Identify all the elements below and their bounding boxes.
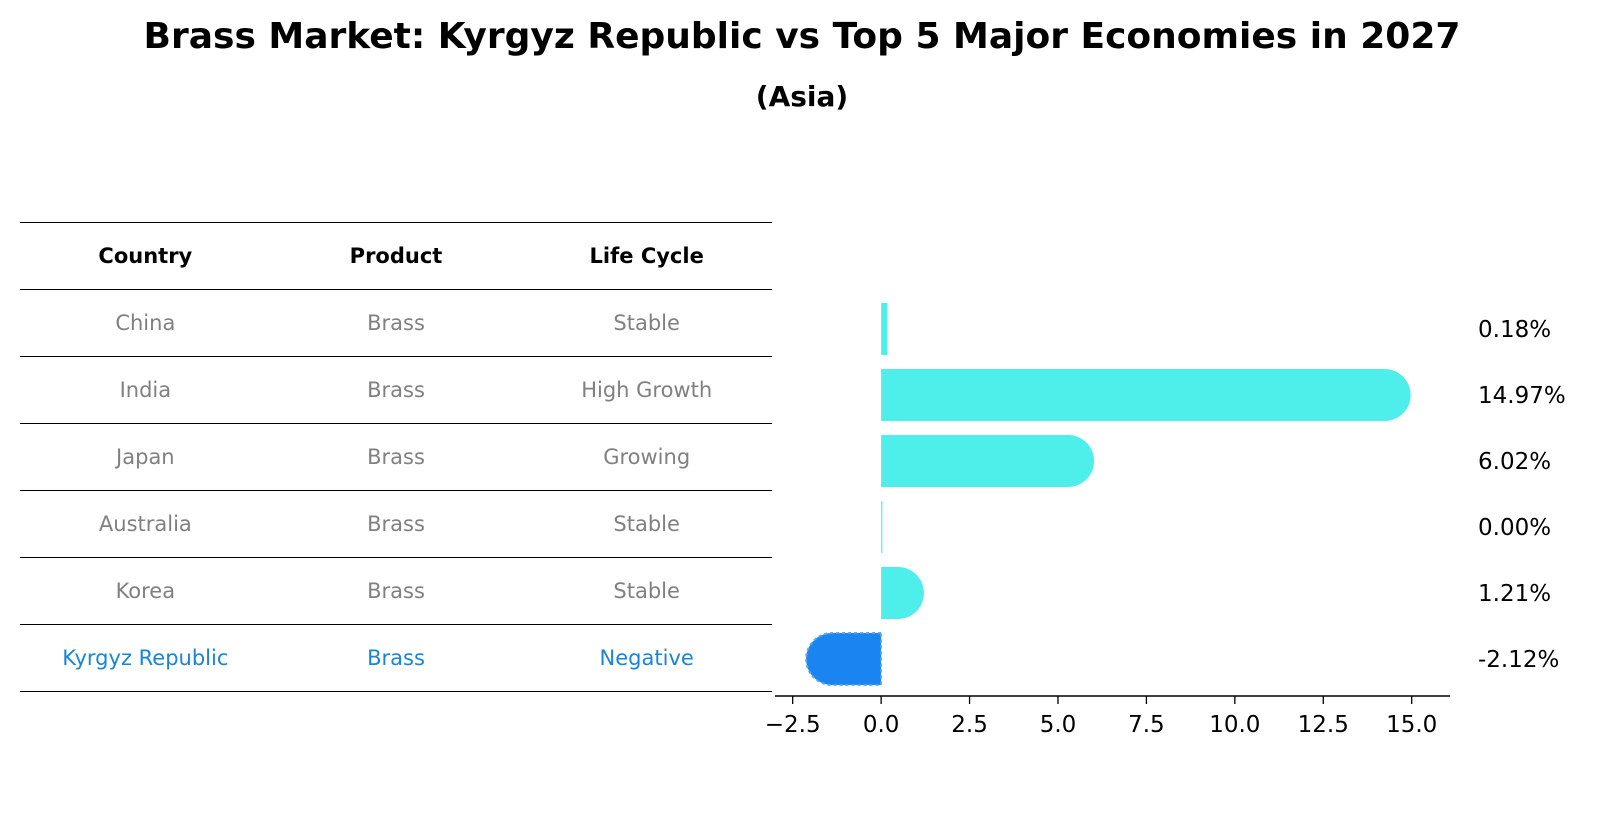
table-cell: Brass [367, 378, 425, 402]
data-label: 0.18% [1478, 317, 1551, 343]
table-cell: Stable [613, 311, 680, 335]
chart-title: Brass Market: Kyrgyz Republic vs Top 5 M… [143, 16, 1461, 57]
table-cell: India [119, 378, 172, 402]
table-row: Australia Brass Stable [20, 491, 772, 557]
table-cell: Country [98, 244, 193, 268]
table-cell: High Growth [581, 378, 713, 402]
x-tick-label: 2.5 [951, 712, 988, 738]
table-cell: Kyrgyz Republic [62, 646, 229, 670]
table-cell: Life Cycle [589, 244, 704, 268]
table-row: India Brass High Growth [20, 357, 772, 423]
table-cell: Stable [613, 579, 680, 603]
x-tick-label: 5.0 [1040, 712, 1077, 738]
table-header-row: Country Product Life Cycle [20, 223, 772, 289]
table-row: Kyrgyz Republic Brass Negative [20, 625, 772, 691]
table-row: China Brass Stable [20, 290, 772, 356]
table-cell: Brass [367, 646, 425, 670]
table-rule [20, 222, 772, 223]
data-label: -2.12% [1478, 647, 1559, 673]
table-cell: Australia [98, 512, 192, 536]
table-cell: Korea [115, 579, 176, 603]
table-cell: China [115, 311, 176, 335]
table-cell: Growing [603, 445, 691, 469]
x-tick-label: 7.5 [1128, 712, 1165, 738]
data-label: 1.21% [1478, 581, 1551, 607]
table-rule [20, 423, 772, 424]
bar [881, 501, 883, 553]
bar [881, 369, 1411, 421]
table-rule [20, 691, 772, 692]
table-rule [20, 490, 772, 491]
bar-highlight [805, 632, 883, 686]
table-cell: Negative [599, 646, 694, 670]
x-tick-label: 10.0 [1209, 712, 1260, 738]
table-cell: Product [349, 244, 443, 268]
x-tick-label: 0.0 [863, 712, 900, 738]
chart-subtitle: (Asia) [755, 80, 849, 113]
table-cell: Brass [367, 512, 425, 536]
table-cell: Japan [116, 445, 175, 469]
table-row: Japan Brass Growing [20, 424, 772, 490]
x-tick-label: 15.0 [1386, 712, 1437, 738]
table-cell: Stable [613, 512, 680, 536]
table-cell: Brass [367, 445, 425, 469]
table-rule [20, 624, 772, 625]
table-cell: Brass [367, 579, 425, 603]
data-label: 14.97% [1478, 383, 1566, 409]
table-rule [20, 356, 772, 357]
bar [881, 435, 1095, 487]
bar [881, 303, 888, 355]
table-rule [20, 557, 772, 558]
table-rule [20, 289, 772, 290]
table-cell: Brass [367, 311, 425, 335]
data-label: 0.00% [1478, 515, 1551, 541]
table-row: Korea Brass Stable [20, 558, 772, 624]
x-tick-label: −2.5 [765, 712, 821, 738]
x-tick-label: 12.5 [1298, 712, 1349, 738]
data-label: 6.02% [1478, 449, 1551, 475]
country-table: Country Product Life Cycle China Brass Stable… [20, 222, 772, 692]
bar [881, 567, 924, 619]
